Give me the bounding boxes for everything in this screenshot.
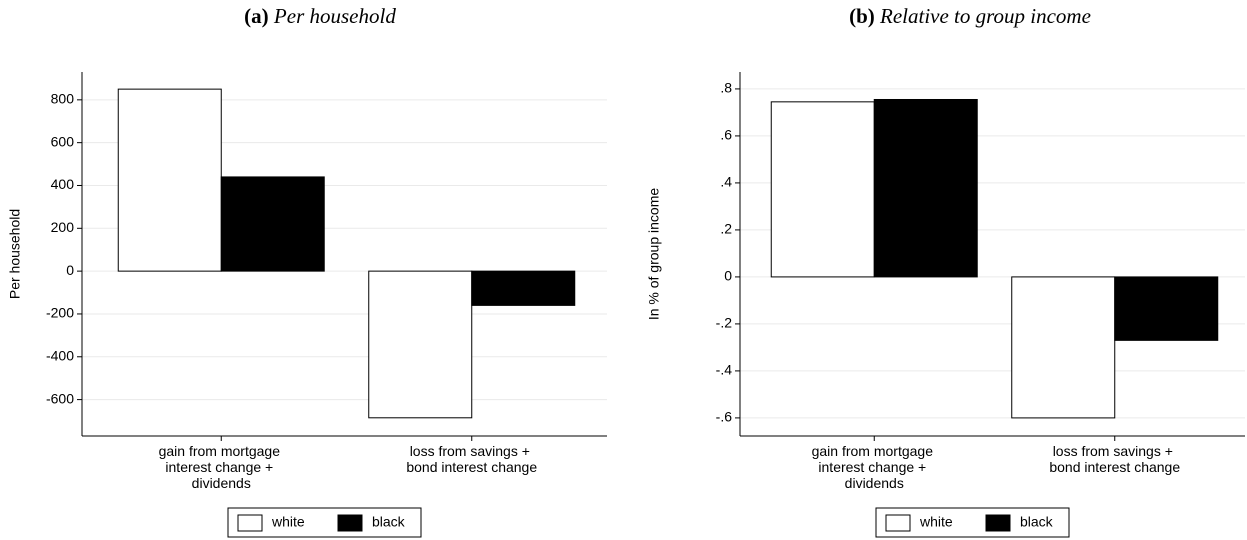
y-tick-label: 400	[51, 176, 75, 192]
legend-swatch	[337, 514, 363, 532]
y-tick-label: 800	[51, 91, 75, 107]
legend-label: black	[372, 514, 406, 530]
bar	[220, 176, 325, 272]
y-tick-label: 600	[51, 133, 75, 149]
y-tick-label: .2	[720, 221, 732, 237]
y-tick-label: -.2	[716, 315, 733, 331]
legend-swatch	[237, 514, 263, 532]
chart-title: (b) Relative to group income	[849, 4, 1091, 28]
y-tick-label: .6	[720, 127, 732, 143]
y-tick-label: .8	[720, 80, 732, 96]
y-tick-label: -400	[46, 347, 74, 363]
title-text: Relative to group income	[879, 4, 1091, 28]
y-tick-label: .4	[720, 174, 732, 190]
y-tick-label: -200	[46, 305, 74, 321]
x-tick-label: gain from mortgage interest change + div…	[159, 443, 284, 491]
bar	[117, 88, 222, 272]
x-tick-label: loss from savings + bond interest change	[406, 443, 537, 475]
y-axis-label: Per household	[7, 209, 23, 299]
legend-label: white	[271, 514, 305, 530]
y-tick-label: -600	[46, 390, 74, 406]
panel-label: (a)	[244, 4, 269, 28]
title-text: Per household	[273, 4, 396, 28]
bar	[1114, 276, 1219, 341]
y-tick-label: 200	[51, 219, 75, 235]
bar	[770, 101, 875, 278]
bar	[873, 98, 978, 278]
y-tick-label: 0	[724, 268, 732, 284]
bar	[368, 270, 473, 419]
y-axis-label: In % of group income	[646, 188, 662, 321]
legend-label: white	[919, 514, 953, 530]
legend-swatch	[985, 514, 1011, 532]
panel-label: (b)	[849, 4, 875, 28]
bar	[471, 270, 576, 306]
bar	[1011, 276, 1116, 419]
y-tick-label: 0	[66, 262, 74, 278]
legend-swatch	[885, 514, 911, 532]
x-tick-label: gain from mortgage interest change + div…	[812, 443, 937, 491]
chart-title: (a) Per household	[244, 4, 396, 28]
legend-label: black	[1020, 514, 1054, 530]
x-tick-label: loss from savings + bond interest change	[1049, 443, 1180, 475]
y-tick-label: -.4	[716, 362, 733, 378]
y-tick-label: -.6	[716, 409, 733, 425]
